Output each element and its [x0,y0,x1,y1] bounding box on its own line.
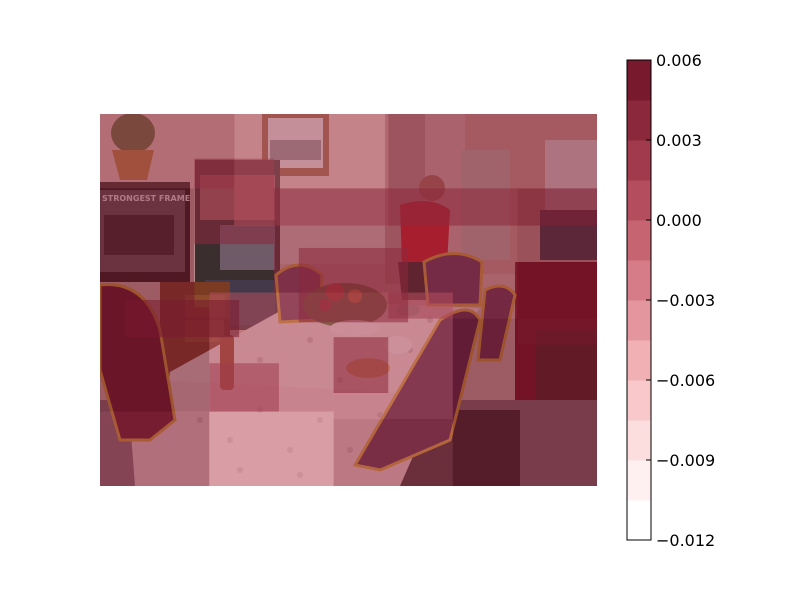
colorbar-segment-9 [627,140,651,181]
colorbar-tick-label-1: 0.003 [656,131,702,150]
heatmap-patch-4 [100,188,195,308]
colorbar-segment-11 [627,60,651,101]
colorbar-tick-label-2: 0.000 [656,211,702,230]
colorbar-segment-3 [627,380,651,421]
heatmap-patch-14 [333,419,453,486]
colorbar-tick-label-3: −0.003 [656,291,715,310]
colorbar-segment-0 [627,500,651,541]
heatmap-patch-11 [452,318,597,486]
colorbar-segment-1 [627,460,651,501]
heatmap-patch-13 [209,411,334,486]
colorbar-segment-10 [627,100,651,141]
colorbar-segment-4 [627,340,651,381]
colorbar-segment-8 [627,180,651,221]
heatmap-patch-16 [298,247,409,323]
heatmap-patch-15 [124,300,240,338]
colorbar-segment-7 [627,220,651,261]
heatmap-patch-12 [100,411,210,486]
heatmap-patch-17 [209,363,279,412]
colorbar-tick-label-0: 0.006 [656,51,702,70]
colorbar-tick-label-4: −0.006 [656,371,715,390]
heatmap-patch-18 [333,337,389,393]
colorbar: 0.006 0.003 0.000 −0.003 −0.006 −0.009 −0.012 [626,51,715,550]
colorbar-segment-2 [627,420,651,461]
colorbar-tick-label-6: −0.012 [656,531,715,550]
colorbar-segment-6 [627,260,651,301]
heatmap-overlay [100,114,597,486]
colorbar-segment-5 [627,300,651,341]
colorbar-tick-label-5: −0.009 [656,451,715,470]
